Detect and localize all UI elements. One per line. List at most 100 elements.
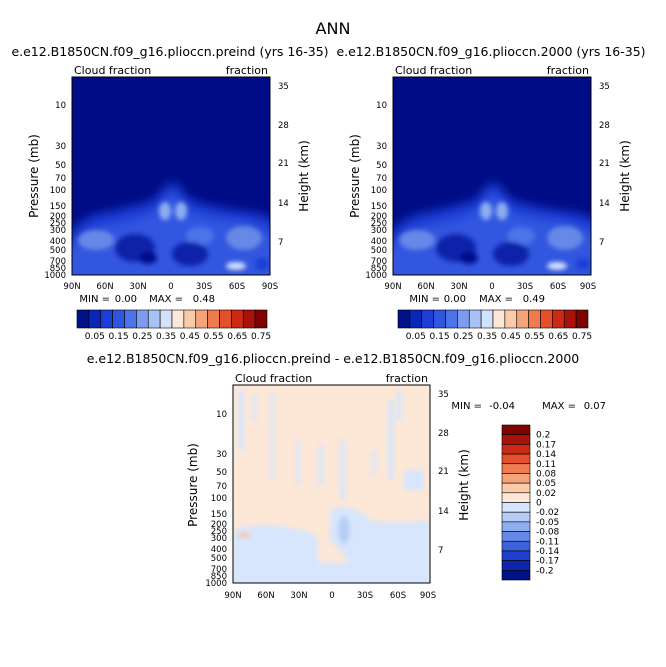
svg-text:90N: 90N <box>63 282 80 292</box>
svg-text:28: 28 <box>599 121 610 131</box>
panel-title: e.e12.B1850CN.f09_g16.plioccn.preind - e… <box>87 351 580 366</box>
panel-preind: e.e12.B1850CN.f09_g16.plioccn.preind (yr… <box>11 44 328 342</box>
max-value: 0.49 <box>523 294 545 305</box>
contour-field <box>233 385 430 583</box>
plot-frame <box>232 384 431 584</box>
colorbar-swatch <box>501 540 531 552</box>
colorbar-swatch <box>195 309 208 329</box>
figure-title: ANN <box>316 19 351 38</box>
colorbar-label: 0.35 <box>477 332 497 342</box>
colorbar-label: 0.25 <box>132 332 152 342</box>
plot-frame <box>392 76 592 276</box>
svg-text:850: 850 <box>211 572 227 582</box>
y-axis-label-right: Height (km) <box>297 140 311 211</box>
colorbar-swatch <box>501 550 531 561</box>
svg-text:60S: 60S <box>550 282 566 292</box>
colorbar-swatch <box>242 309 256 329</box>
colorbar-label: 0.05 <box>536 479 556 489</box>
colorbar-swatch <box>492 309 506 329</box>
svg-text:30N: 30N <box>290 591 307 601</box>
colorbar-swatch <box>445 309 458 329</box>
colorbar-label: 0.25 <box>453 332 473 342</box>
colorbar-swatch <box>112 309 125 329</box>
svg-text:1000: 1000 <box>365 271 387 281</box>
svg-text:150: 150 <box>371 202 387 212</box>
svg-text:60S: 60S <box>229 282 245 292</box>
svg-text:35: 35 <box>438 390 449 400</box>
svg-text:200: 200 <box>211 520 227 530</box>
svg-text:250: 250 <box>371 219 387 229</box>
svg-text:0: 0 <box>168 282 173 292</box>
colorbar-swatch <box>409 309 423 329</box>
svg-text:70: 70 <box>376 174 387 184</box>
svg-text:30: 30 <box>216 450 227 460</box>
svg-text:90N: 90N <box>224 591 241 601</box>
max-label: MAX = <box>149 294 183 305</box>
y-axis-label-right: Height (km) <box>457 449 471 520</box>
svg-text:300: 300 <box>211 534 227 544</box>
svg-text:1000: 1000 <box>205 579 227 589</box>
panel-difference: e.e12.B1850CN.f09_g16.plioccn.preind - e… <box>87 351 606 601</box>
colorbar-swatch <box>207 309 220 329</box>
svg-text:90N: 90N <box>384 282 401 292</box>
panel-2000: e.e12.B1850CN.f09_g16.plioccn.2000 (yrs … <box>336 44 645 342</box>
svg-text:7: 7 <box>599 238 604 248</box>
svg-text:10: 10 <box>216 410 227 420</box>
svg-text:250: 250 <box>211 527 227 537</box>
colorbar-swatch <box>88 309 102 329</box>
svg-text:28: 28 <box>438 429 449 439</box>
contour-field <box>72 77 270 275</box>
svg-text:90S: 90S <box>262 282 278 292</box>
corner-label-left: Cloud fraction <box>74 64 151 77</box>
svg-text:30: 30 <box>376 142 387 152</box>
svg-text:150: 150 <box>211 510 227 520</box>
colorbar-swatch <box>76 309 90 329</box>
colorbar-swatch <box>501 511 531 523</box>
svg-text:60S: 60S <box>390 591 406 601</box>
colorbar-swatch <box>397 309 411 329</box>
colorbar-label: -0.17 <box>536 557 559 567</box>
svg-text:700: 700 <box>371 257 387 267</box>
colorbar-swatch <box>552 309 565 329</box>
colorbar-swatch <box>540 309 553 329</box>
colorbar-label: -0.11 <box>536 537 559 547</box>
svg-text:500: 500 <box>211 554 227 564</box>
min-label: MIN = <box>409 294 440 305</box>
svg-text:100: 100 <box>211 494 227 504</box>
colorbar-swatch <box>100 309 113 329</box>
colorbar-label: -0.05 <box>536 518 559 528</box>
colorbar-label: 0.15 <box>109 332 129 342</box>
colorbar-swatch <box>501 531 531 542</box>
svg-text:10: 10 <box>55 101 66 111</box>
contour-field <box>393 77 591 275</box>
min-value: -0.04 <box>489 401 515 412</box>
panel-title: e.e12.B1850CN.f09_g16.plioccn.preind (yr… <box>11 44 328 59</box>
colorbar-label: 0.45 <box>180 332 200 342</box>
svg-text:21: 21 <box>599 159 610 169</box>
colorbar-label: 0.02 <box>536 489 556 499</box>
corner-label-right: fraction <box>547 64 589 77</box>
y-axis-label: Pressure (mb) <box>27 134 41 218</box>
colorbar-swatch <box>501 434 531 445</box>
svg-text:700: 700 <box>211 565 227 575</box>
colorbar-label: 0.17 <box>536 440 556 450</box>
max-label: MAX = <box>542 401 576 412</box>
corner-label-left: Cloud fraction <box>235 372 312 385</box>
colorbar-swatch <box>516 309 529 329</box>
svg-text:0: 0 <box>329 591 334 601</box>
svg-text:30N: 30N <box>450 282 467 292</box>
colorbar-swatch <box>171 309 185 329</box>
svg-text:30N: 30N <box>129 282 146 292</box>
colorbar-label: 0.55 <box>204 332 224 342</box>
panel-title: e.e12.B1850CN.f09_g16.plioccn.2000 (yrs … <box>336 44 645 59</box>
colorbar-label: 0.08 <box>536 469 556 479</box>
colorbar: 0.20.170.140.110.080.050.020-0.02-0.05-0… <box>501 424 560 581</box>
colorbar-label: 0.05 <box>85 332 105 342</box>
svg-text:10: 10 <box>376 101 387 111</box>
svg-text:850: 850 <box>371 264 387 274</box>
colorbar-label: 0.2 <box>536 431 550 441</box>
svg-text:30S: 30S <box>357 591 373 601</box>
svg-text:100: 100 <box>371 186 387 196</box>
colorbar-swatch <box>528 309 541 329</box>
colorbar-label: -0.14 <box>536 547 560 557</box>
